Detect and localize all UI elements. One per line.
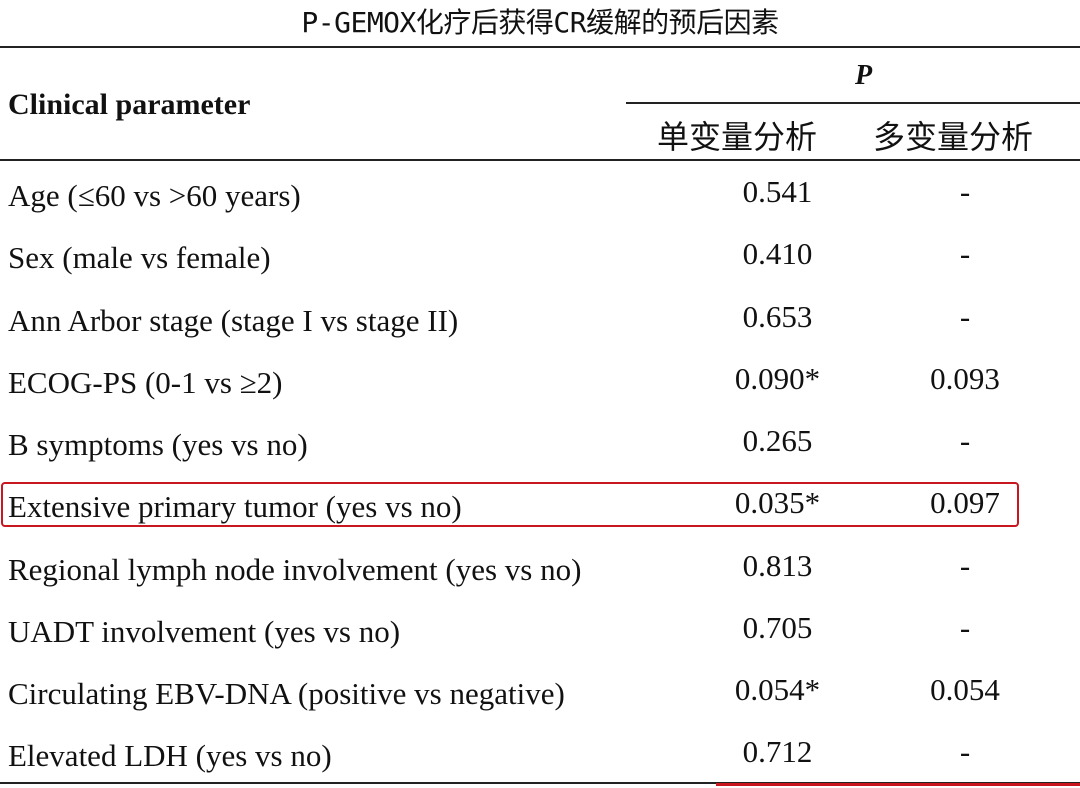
table-row: Circulating EBV-DNA (positive vs negativ…	[0, 664, 1080, 726]
univariate-p: 0.653	[742, 299, 813, 334]
univariate-p: 0.705	[742, 610, 813, 645]
univariate-p: 0.035*	[734, 485, 821, 520]
row-label: Elevated LDH (yes vs no)	[8, 738, 332, 773]
header-univariate: 单变量分析	[657, 118, 818, 156]
multivariate-p: -	[959, 548, 971, 583]
p-span-rule	[626, 102, 1080, 104]
table-row: Age (≤60 vs >60 years) 0.541 -	[0, 166, 1080, 228]
table-row: Regional lymph node involvement (yes vs …	[0, 540, 1080, 602]
row-label: Regional lymph node involvement (yes vs …	[8, 552, 582, 587]
row-label: Circulating EBV-DNA (positive vs negativ…	[8, 676, 565, 711]
multivariate-p: -	[959, 299, 971, 334]
top-rule	[0, 46, 1080, 48]
univariate-p: 0.054*	[734, 672, 821, 707]
header-multivariate: 多变量分析	[873, 118, 1034, 156]
table-row: B symptoms (yes vs no) 0.265 -	[0, 415, 1080, 477]
univariate-p: 0.265	[742, 423, 813, 458]
multivariate-p: 0.097	[930, 485, 1000, 520]
header-p-value: P	[855, 60, 873, 91]
univariate-p: 0.410	[742, 236, 813, 271]
row-label: B symptoms (yes vs no)	[8, 427, 308, 462]
table-row: ECOG-PS (0-1 vs ≥2) 0.090* 0.093	[0, 353, 1080, 415]
row-label: Age (≤60 vs >60 years)	[8, 178, 301, 213]
row-label: Ann Arbor stage (stage I vs stage II)	[8, 303, 459, 338]
univariate-p: 0.712	[742, 734, 813, 769]
table-title: P-GEMOX化疗后获得CR缓解的预后因素	[301, 6, 779, 39]
table-row: Sex (male vs female) 0.410 -	[0, 228, 1080, 290]
bottom-rule	[0, 782, 1080, 784]
red-accent-line	[716, 783, 1080, 786]
row-label: ECOG-PS (0-1 vs ≥2)	[8, 365, 283, 400]
highlight-box	[1, 482, 1019, 527]
table-row: UADT involvement (yes vs no) 0.705 -	[0, 602, 1080, 664]
multivariate-p: 0.054	[930, 672, 1000, 707]
table-row: Ann Arbor stage (stage I vs stage II) 0.…	[0, 291, 1080, 353]
row-label: Extensive primary tumor (yes vs no)	[8, 489, 462, 524]
table-row: Elevated LDH (yes vs no) 0.712 -	[0, 726, 1080, 788]
univariate-p: 0.813	[742, 548, 813, 583]
multivariate-p: -	[959, 236, 971, 271]
table-row-highlighted: Extensive primary tumor (yes vs no) 0.03…	[0, 477, 1080, 539]
multivariate-p: -	[959, 174, 971, 209]
univariate-p: 0.541	[742, 174, 813, 209]
multivariate-p: 0.093	[930, 361, 1000, 396]
header-clinical-parameter: Clinical parameter	[8, 88, 251, 121]
row-label: Sex (male vs female)	[8, 240, 271, 275]
multivariate-p: -	[959, 734, 971, 769]
multivariate-p: -	[959, 610, 971, 645]
row-label: UADT involvement (yes vs no)	[8, 614, 401, 649]
header-bottom-rule	[0, 159, 1080, 161]
univariate-p: 0.090*	[734, 361, 821, 396]
multivariate-p: -	[959, 423, 971, 458]
